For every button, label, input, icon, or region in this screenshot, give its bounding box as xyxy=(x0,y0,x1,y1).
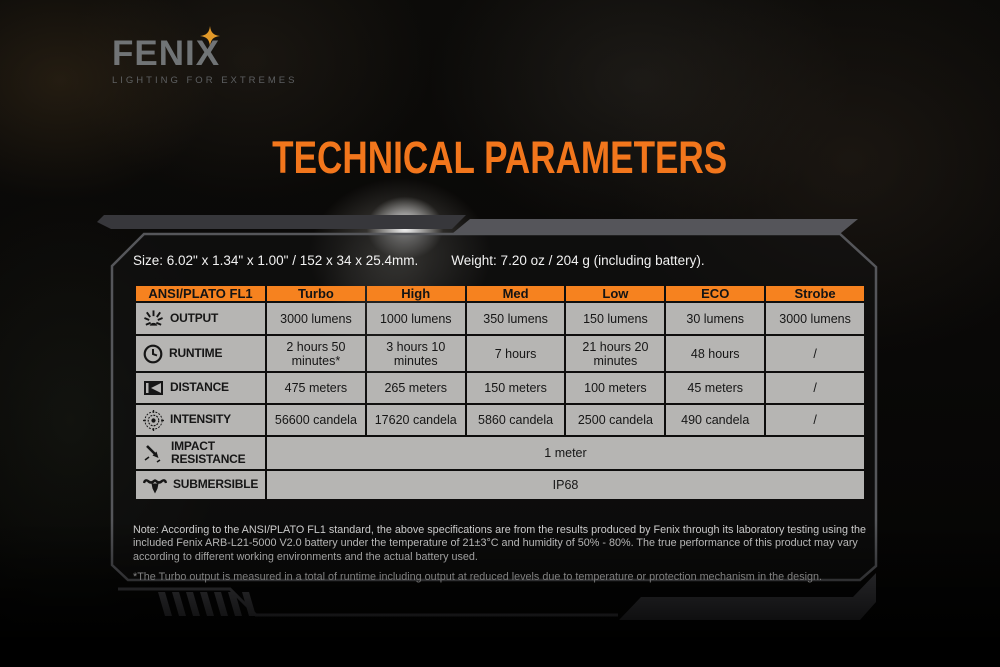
vignette-overlay xyxy=(0,0,1000,667)
page: FENIX LIGHTING FOR EXTREMES TECHNICAL PA… xyxy=(0,0,1000,667)
